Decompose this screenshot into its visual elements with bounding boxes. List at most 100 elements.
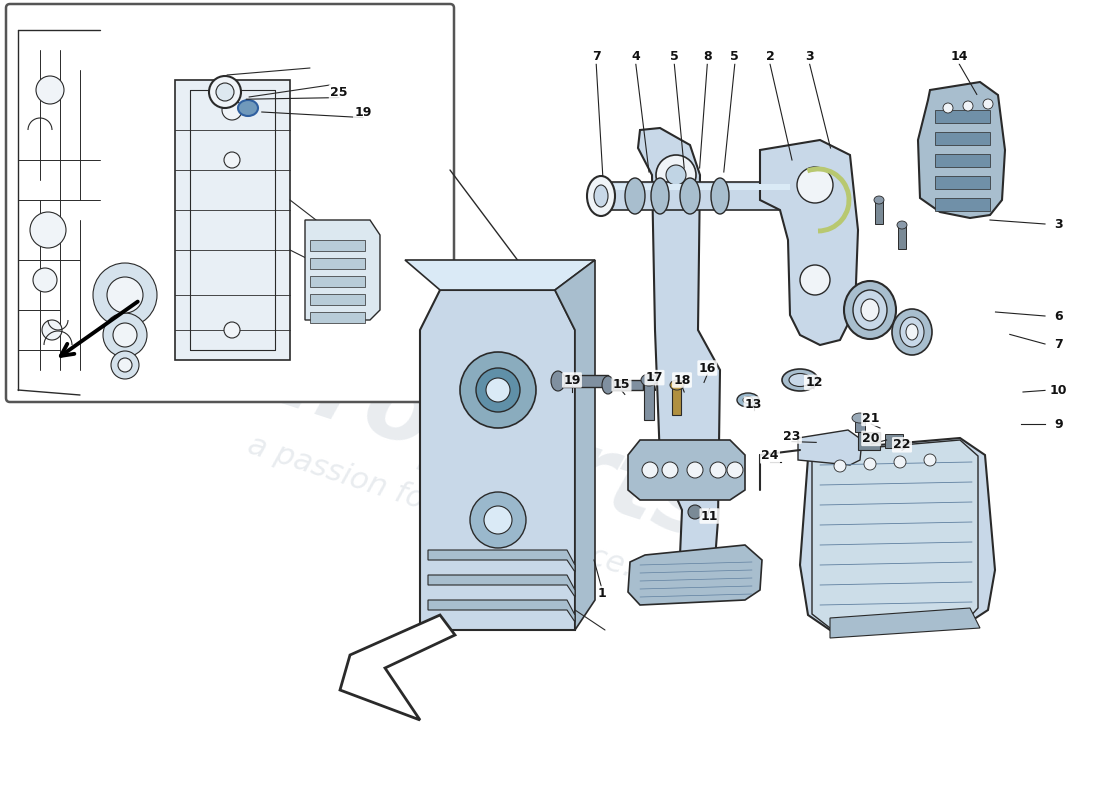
Polygon shape	[628, 545, 762, 605]
Circle shape	[834, 460, 846, 472]
Polygon shape	[175, 80, 290, 360]
Text: 16: 16	[698, 362, 716, 374]
Circle shape	[476, 368, 520, 412]
Circle shape	[460, 352, 536, 428]
Polygon shape	[595, 184, 790, 190]
Polygon shape	[556, 260, 595, 630]
Text: 8: 8	[703, 50, 712, 62]
Text: 20: 20	[862, 432, 880, 445]
Ellipse shape	[641, 374, 657, 386]
Text: a passion for parts - since...: a passion for parts - since...	[244, 430, 656, 590]
Bar	[855, 418, 865, 432]
Text: 24: 24	[761, 450, 779, 462]
Circle shape	[209, 76, 241, 108]
Circle shape	[36, 76, 64, 104]
Ellipse shape	[892, 309, 932, 355]
Bar	[886, 434, 903, 448]
Ellipse shape	[551, 371, 565, 391]
Ellipse shape	[896, 221, 907, 229]
Circle shape	[224, 152, 240, 168]
Circle shape	[666, 165, 686, 185]
Ellipse shape	[852, 413, 868, 423]
Ellipse shape	[874, 196, 884, 204]
Polygon shape	[918, 82, 1005, 218]
Ellipse shape	[861, 299, 879, 321]
Circle shape	[710, 462, 726, 478]
Text: 6: 6	[1054, 310, 1063, 322]
Circle shape	[688, 462, 703, 478]
Circle shape	[470, 492, 526, 548]
FancyBboxPatch shape	[6, 4, 454, 402]
Ellipse shape	[742, 397, 754, 403]
Circle shape	[864, 458, 876, 470]
Ellipse shape	[900, 317, 924, 347]
Text: 1: 1	[597, 587, 606, 600]
Text: 14: 14	[950, 50, 968, 62]
Circle shape	[983, 99, 993, 109]
Ellipse shape	[602, 376, 614, 394]
Bar	[898, 225, 906, 249]
Text: 11: 11	[701, 510, 718, 522]
Circle shape	[486, 378, 510, 402]
Polygon shape	[760, 140, 858, 345]
Ellipse shape	[844, 281, 896, 339]
Text: 9: 9	[1054, 418, 1063, 430]
Ellipse shape	[782, 369, 818, 391]
Circle shape	[662, 462, 678, 478]
Text: 19: 19	[563, 374, 581, 386]
Bar	[644, 380, 654, 420]
Text: 10: 10	[1049, 384, 1067, 397]
Polygon shape	[428, 575, 575, 597]
Bar	[935, 176, 990, 189]
Text: 23: 23	[783, 430, 801, 442]
Bar	[310, 294, 365, 305]
Circle shape	[800, 265, 830, 295]
Text: 5: 5	[670, 50, 679, 62]
Bar	[310, 312, 365, 323]
Ellipse shape	[852, 290, 887, 330]
Bar	[935, 154, 990, 167]
Text: 12: 12	[805, 376, 823, 389]
Text: 15: 15	[613, 378, 630, 390]
Text: 7: 7	[1054, 338, 1063, 350]
Bar	[310, 240, 365, 251]
Text: 19: 19	[354, 106, 372, 118]
Text: 17: 17	[646, 371, 663, 384]
Polygon shape	[628, 440, 745, 500]
Polygon shape	[340, 615, 455, 720]
Text: 3: 3	[1054, 218, 1063, 230]
Circle shape	[727, 462, 742, 478]
Text: 2: 2	[766, 50, 774, 62]
Text: 18: 18	[673, 374, 691, 386]
Circle shape	[30, 212, 66, 248]
Ellipse shape	[670, 380, 684, 390]
Text: 22: 22	[893, 438, 911, 451]
Ellipse shape	[680, 178, 700, 214]
Polygon shape	[420, 290, 575, 630]
Bar	[858, 432, 880, 450]
Ellipse shape	[238, 100, 258, 116]
Text: europarts: europarts	[172, 298, 728, 562]
Text: 3: 3	[805, 50, 814, 62]
Text: 4: 4	[631, 50, 640, 62]
Polygon shape	[595, 182, 790, 210]
Bar	[935, 110, 990, 123]
Text: 7: 7	[592, 50, 601, 62]
Circle shape	[642, 462, 658, 478]
Text: 25: 25	[330, 86, 348, 98]
Bar	[310, 276, 365, 287]
Circle shape	[216, 83, 234, 101]
Bar	[935, 198, 990, 211]
Bar	[558, 375, 608, 387]
Circle shape	[688, 505, 702, 519]
Circle shape	[118, 358, 132, 372]
Circle shape	[107, 277, 143, 313]
Circle shape	[962, 101, 974, 111]
Polygon shape	[305, 220, 380, 320]
Circle shape	[924, 454, 936, 466]
Ellipse shape	[651, 178, 669, 214]
Polygon shape	[812, 440, 978, 628]
Polygon shape	[798, 430, 862, 465]
Bar	[874, 200, 883, 224]
Bar	[608, 380, 644, 390]
